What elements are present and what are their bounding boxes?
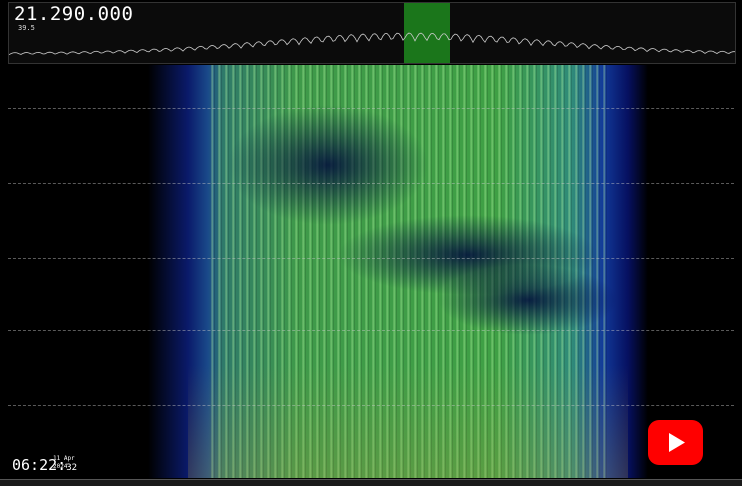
time-line	[8, 405, 734, 406]
time-line	[8, 330, 734, 331]
clock-seconds: 32	[66, 463, 77, 473]
passband	[404, 3, 450, 63]
fade	[228, 105, 428, 225]
waterfall	[8, 65, 734, 478]
sdr-screen: 21.290.000 39.5 06:22:32 11 Apr 2024	[0, 0, 742, 486]
play-icon	[648, 420, 703, 465]
fade	[438, 265, 618, 335]
youtube-play-button[interactable]	[648, 420, 703, 465]
signal-tint	[188, 365, 628, 478]
clock-date: 11 Apr	[53, 455, 75, 462]
time-line	[8, 258, 734, 259]
frequency: 21.290.000	[14, 3, 133, 25]
clock-year: 2024	[53, 463, 67, 470]
trace-line	[9, 33, 735, 55]
play-triangle	[669, 433, 685, 452]
time-line	[8, 108, 734, 109]
level: 39.5	[18, 24, 35, 32]
frequency-scale	[0, 479, 742, 486]
time-line	[8, 183, 734, 184]
